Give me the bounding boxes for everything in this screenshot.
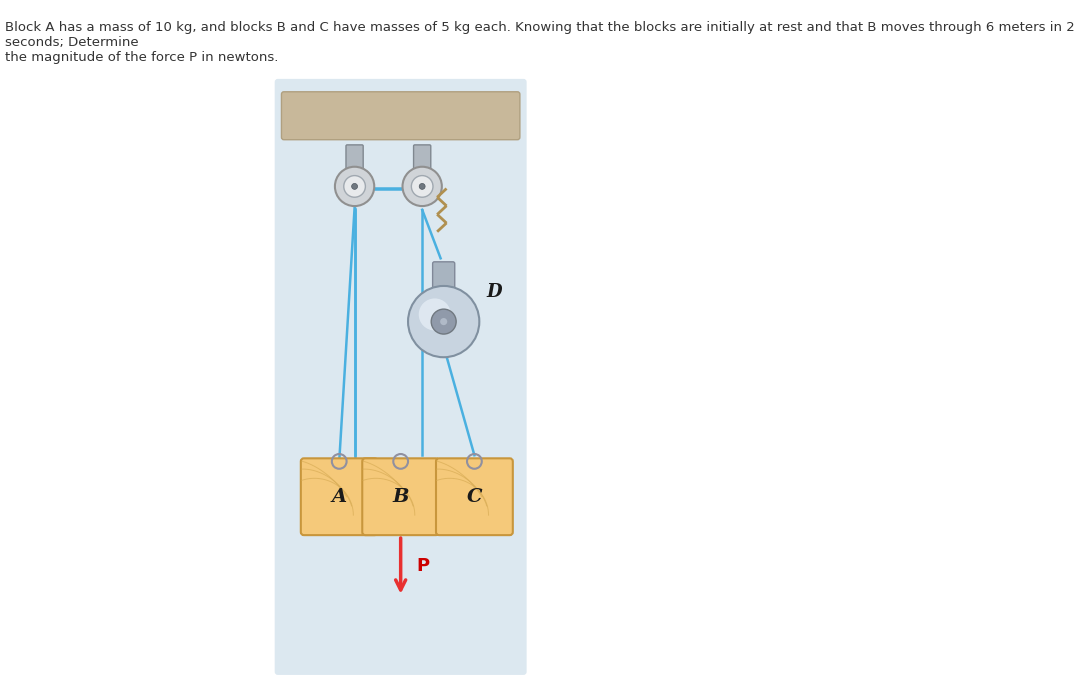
Circle shape [411, 175, 433, 198]
FancyBboxPatch shape [362, 458, 439, 535]
Circle shape [351, 184, 358, 189]
Text: B: B [392, 488, 409, 506]
FancyBboxPatch shape [436, 458, 513, 535]
Text: Block A has a mass of 10 kg, and blocks B and C have masses of 5 kg each. Knowin: Block A has a mass of 10 kg, and blocks … [5, 21, 1075, 64]
Text: D: D [487, 283, 502, 301]
Circle shape [440, 318, 448, 325]
FancyBboxPatch shape [433, 262, 455, 293]
Circle shape [335, 167, 374, 206]
FancyBboxPatch shape [414, 145, 430, 172]
Circle shape [418, 299, 451, 331]
Circle shape [408, 286, 479, 357]
FancyBboxPatch shape [346, 145, 363, 172]
Text: C: C [466, 488, 482, 506]
Circle shape [402, 167, 442, 206]
FancyBboxPatch shape [282, 91, 520, 140]
Text: P: P [416, 557, 429, 575]
Circle shape [344, 175, 365, 198]
FancyBboxPatch shape [274, 79, 527, 675]
FancyBboxPatch shape [301, 458, 377, 535]
Text: A: A [332, 488, 347, 506]
Circle shape [420, 184, 425, 189]
Circle shape [431, 309, 456, 334]
